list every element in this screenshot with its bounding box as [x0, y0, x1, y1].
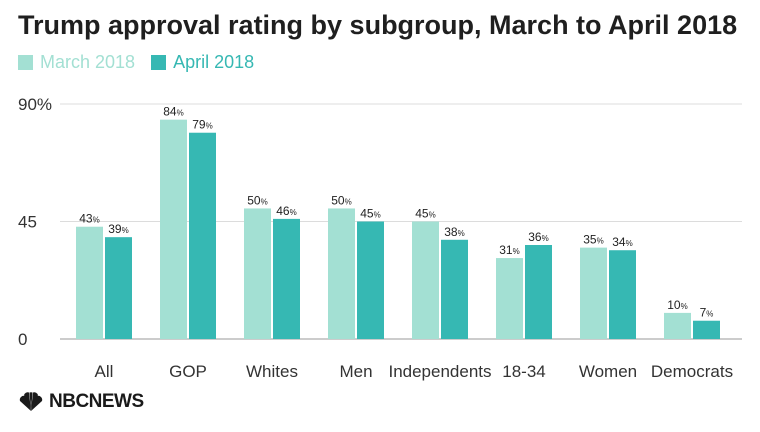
legend-label-april: April 2018 — [173, 52, 255, 72]
bar — [525, 245, 552, 339]
x-tick-label: GOP — [169, 362, 207, 381]
bar — [76, 226, 103, 339]
y-tick-label: 0 — [18, 330, 27, 349]
bar — [496, 258, 523, 339]
bar — [105, 237, 132, 339]
x-tick-label: Men — [339, 362, 372, 381]
data-label: 43% — [79, 212, 99, 226]
bar — [357, 221, 384, 339]
data-label: 50% — [331, 193, 351, 207]
data-label: 34% — [612, 235, 632, 249]
legend: March 2018 April 2018 — [18, 52, 270, 73]
bar-chart: 0 45 90% 43% 39% All 84% 79% GOP 50% 46% Whites 50% 4… — [18, 95, 742, 381]
legend-swatch-april — [151, 55, 167, 70]
x-tick-label: Democrats — [651, 362, 733, 381]
x-tick-label: 18-34 — [502, 362, 545, 381]
data-label: 46% — [276, 204, 296, 218]
bar — [609, 250, 636, 339]
bar — [328, 208, 355, 339]
data-label: 39% — [108, 222, 128, 236]
bar — [412, 221, 439, 339]
data-label: 45% — [360, 207, 380, 221]
data-label: 50% — [247, 193, 267, 207]
y-tick-label: 90% — [18, 95, 52, 114]
bar — [441, 239, 468, 339]
bar — [273, 218, 300, 339]
bar — [189, 132, 216, 339]
data-label: 84% — [163, 105, 183, 119]
x-tick-label: All — [95, 362, 114, 381]
peacock-icon — [19, 392, 43, 411]
legend-swatch-march — [18, 55, 33, 70]
bar — [160, 119, 187, 340]
data-label: 10% — [667, 298, 687, 312]
chart-title: Trump approval rating by subgroup, March… — [18, 10, 738, 40]
data-label: 35% — [583, 233, 603, 247]
nbc-news-logo: NBCNEWS — [18, 391, 144, 413]
y-tick-label: 45 — [18, 213, 37, 232]
bar — [664, 312, 691, 339]
legend-label-march: March 2018 — [40, 52, 136, 72]
data-label: 79% — [192, 118, 212, 132]
logo-wordmark: NBCNEWS — [49, 391, 144, 412]
x-tick-label: Whites — [246, 362, 298, 381]
x-tick-label: Women — [579, 362, 637, 381]
bar — [580, 247, 607, 339]
data-label: 38% — [444, 225, 464, 239]
x-tick-label: Independents — [388, 362, 491, 381]
legend-item-march: March 2018 — [18, 52, 135, 73]
legend-item-april: April 2018 — [151, 52, 254, 73]
bar — [693, 320, 720, 339]
data-label: 7% — [700, 306, 714, 320]
data-label: 36% — [528, 230, 548, 244]
data-label: 31% — [499, 243, 519, 257]
bar — [244, 208, 271, 339]
data-label: 45% — [415, 207, 435, 221]
